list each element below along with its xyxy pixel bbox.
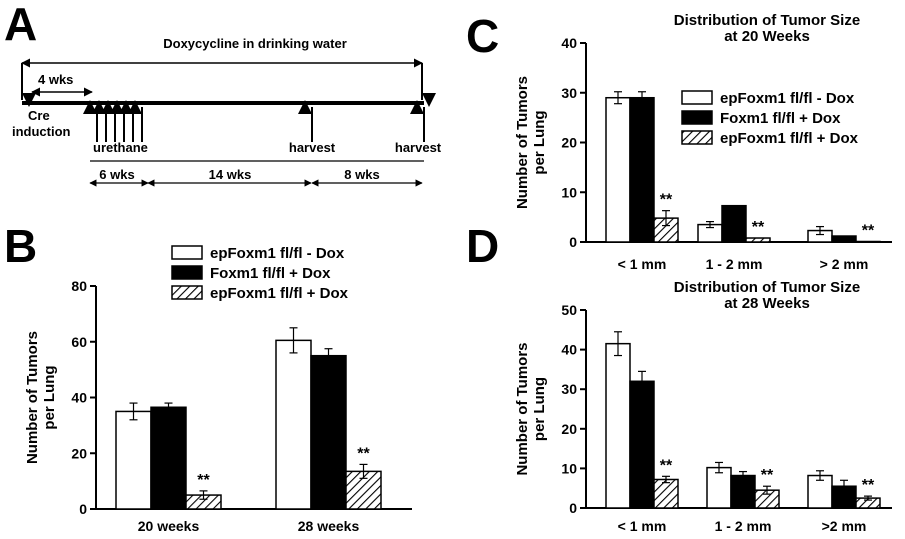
timeline-induction-label: induction bbox=[12, 124, 71, 139]
x-category-label-d: < 1 mm bbox=[618, 518, 667, 534]
x-category-label-c: > 2 mm bbox=[820, 256, 869, 272]
y-tick-label-c: 20 bbox=[561, 135, 577, 151]
legend-c-swatch-white bbox=[681, 90, 713, 105]
panel-label-c: C bbox=[466, 10, 499, 62]
legend-c-item-3: epFoxm1 fl/fl + Dox bbox=[720, 130, 859, 147]
timeline-4wks-label: 4 wks bbox=[38, 72, 73, 87]
y-tick-label-c: 40 bbox=[561, 35, 577, 51]
panel-label-b: B bbox=[4, 220, 37, 272]
panel-label-a: A bbox=[4, 0, 37, 50]
y-tick-label-d: 50 bbox=[561, 302, 577, 318]
chart-c: 0 10 20 30 40 Number of Tumorsper Lung Distrib… bbox=[514, 12, 892, 272]
timeline-harvest-label-1: harvest bbox=[289, 140, 336, 155]
x-category-label-d: >2 mm bbox=[822, 518, 867, 534]
bar-d-white bbox=[605, 342, 631, 509]
y-axis-title-line2-d: per Lung bbox=[531, 377, 548, 441]
bar-d-hatch bbox=[653, 478, 679, 509]
y-axis-title-d: Number of Tumorsper Lung bbox=[514, 342, 548, 475]
legend-b-swatch-white bbox=[171, 245, 203, 260]
legend-c: epFoxm1 fl/fl - Dox Foxm1 fl/fl + Dox ep… bbox=[681, 90, 859, 147]
chart-title-d: Distribution of Tumor Size bbox=[674, 279, 860, 296]
legend-b-swatch-black bbox=[171, 265, 203, 280]
legend-b: epFoxm1 fl/fl - Dox Foxm1 fl/fl + Dox ep… bbox=[171, 245, 349, 302]
chart-subtitle-c: at 20 Weeks bbox=[724, 28, 810, 45]
significance-marker-b: ** bbox=[357, 445, 370, 462]
bar-d-white bbox=[706, 466, 732, 509]
legend-b-item-2: Foxm1 fl/fl + Dox bbox=[210, 265, 331, 282]
y-tick-label-b: 20 bbox=[71, 445, 87, 461]
panel-label-d: D bbox=[466, 220, 499, 272]
y-tick-label-d: 10 bbox=[561, 460, 577, 476]
timeline-cre-label: Cre bbox=[28, 108, 50, 123]
bar-c-black bbox=[629, 96, 655, 243]
y-axis-title-line2-c: per Lung bbox=[531, 110, 548, 174]
legend-b-swatch-hatch bbox=[171, 285, 203, 300]
y-tick-label-b: 80 bbox=[71, 278, 87, 294]
x-category-label-c: < 1 mm bbox=[618, 256, 667, 272]
y-tick-label-c: 10 bbox=[561, 184, 577, 200]
x-category-label-d: 1 - 2 mm bbox=[715, 518, 772, 534]
y-tick-label-c: 30 bbox=[561, 85, 577, 101]
timeline-harvest-label-2: harvest bbox=[395, 140, 442, 155]
y-axis-title-b: Number of Tumorsper Lung bbox=[24, 331, 58, 464]
bar-c-black bbox=[831, 235, 857, 243]
legend-c-swatch-black bbox=[681, 110, 713, 125]
bar-c-white bbox=[605, 96, 631, 243]
significance-marker-c: ** bbox=[752, 219, 765, 236]
bar-d-black bbox=[629, 380, 655, 509]
chart-d: 0 10 20 30 40 50 Number of Tumorsper Lung Distr… bbox=[514, 279, 892, 534]
y-tick-label-b: 40 bbox=[71, 390, 87, 406]
legend-c-item-2: Foxm1 fl/fl + Dox bbox=[720, 110, 841, 127]
y-axis-title-line1-c: Number of Tumors bbox=[514, 76, 531, 209]
x-category-label-b: 28 weeks bbox=[298, 518, 360, 534]
y-tick-label-c: 0 bbox=[569, 234, 577, 250]
significance-marker-d: ** bbox=[862, 477, 875, 494]
timeline-8wks-label: 8 wks bbox=[344, 167, 379, 182]
timeline-urethane-label: urethane bbox=[93, 140, 148, 155]
timeline-diagram: Doxycycline in drinking water 4 wks Cre … bbox=[12, 36, 442, 187]
legend-c-swatch-hatch bbox=[681, 130, 713, 145]
urethane-arrows bbox=[83, 100, 143, 142]
significance-marker-d: ** bbox=[761, 467, 774, 484]
legend-b-item-1: epFoxm1 fl/fl - Dox bbox=[210, 245, 345, 262]
timeline-doxycycline-label: Doxycycline in drinking water bbox=[163, 36, 347, 51]
bar-c-black bbox=[721, 204, 747, 243]
y-axis-title-c: Number of Tumorsper Lung bbox=[514, 76, 548, 209]
y-tick-label-d: 40 bbox=[561, 342, 577, 358]
y-tick-label-d: 20 bbox=[561, 421, 577, 437]
x-category-label-c: 1 - 2 mm bbox=[706, 256, 763, 272]
y-tick-label-d: 30 bbox=[561, 381, 577, 397]
y-axis-title-line1-b: Number of Tumors bbox=[24, 331, 41, 464]
bar-b-black bbox=[150, 406, 187, 510]
y-tick-label-b: 0 bbox=[79, 501, 87, 517]
y-axis-title-line2-b: per Lung bbox=[41, 365, 58, 429]
timeline-14wks-label: 14 wks bbox=[209, 167, 252, 182]
significance-marker-d: ** bbox=[660, 457, 673, 474]
bar-c-hatch bbox=[745, 237, 771, 243]
chart-subtitle-d: at 28 Weeks bbox=[724, 295, 810, 312]
legend-c-item-1: epFoxm1 fl/fl - Dox bbox=[720, 90, 855, 107]
significance-marker-c: ** bbox=[660, 192, 673, 209]
chart-b: 0 20 40 60 80 Number of Tumorsper Lung ** 20 we… bbox=[24, 278, 412, 534]
significance-marker-c: ** bbox=[862, 223, 875, 240]
timeline-6wks-label: 6 wks bbox=[99, 167, 134, 182]
chart-title-c: Distribution of Tumor Size bbox=[674, 12, 860, 29]
y-tick-label-d: 0 bbox=[569, 500, 577, 516]
y-axis-title-line1-d: Number of Tumors bbox=[514, 342, 531, 475]
significance-marker-b: ** bbox=[197, 472, 210, 489]
bar-b-white bbox=[115, 410, 152, 510]
bar-d-black bbox=[730, 474, 756, 509]
y-tick-label-b: 60 bbox=[71, 334, 87, 350]
bar-b-white bbox=[275, 339, 312, 510]
x-category-label-b: 20 weeks bbox=[138, 518, 200, 534]
legend-b-item-3: epFoxm1 fl/fl + Dox bbox=[210, 285, 349, 302]
bar-b-black bbox=[310, 354, 347, 510]
